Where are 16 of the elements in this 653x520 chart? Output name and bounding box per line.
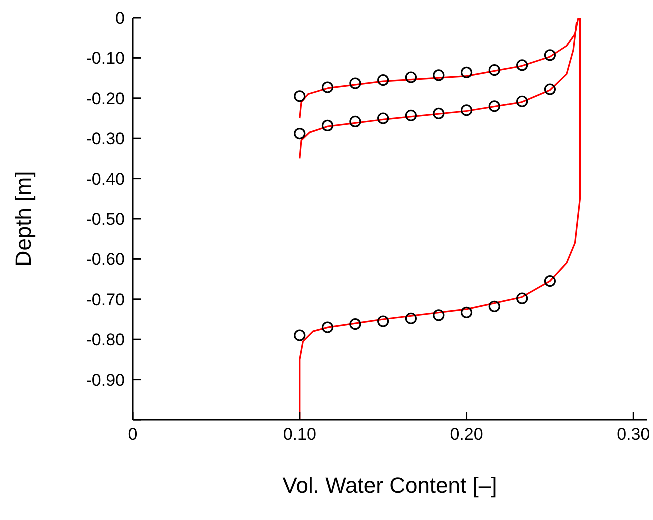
y-tick-label: -0.20 bbox=[86, 89, 125, 108]
x-tick-label: 0.20 bbox=[450, 425, 484, 444]
y-tick-label: -0.90 bbox=[86, 370, 125, 390]
y-tick-label: -0.80 bbox=[86, 330, 125, 350]
x-axis-title: Vol. Water Content [–] bbox=[282, 473, 498, 498]
y-tick-label: -0.50 bbox=[86, 210, 125, 230]
x-tick-label: 0.10 bbox=[283, 425, 316, 444]
x-tick-label: 0 bbox=[128, 425, 138, 444]
y-axis-title: Depth [m] bbox=[10, 171, 36, 267]
y-tick-label: -0.70 bbox=[86, 290, 125, 310]
y-tick-label: -0.60 bbox=[86, 250, 125, 270]
y-tick-label: 0 bbox=[116, 9, 125, 28]
y-tick-label: -0.10 bbox=[86, 49, 125, 68]
x-tick-label: 0.30 bbox=[617, 425, 650, 444]
y-tick-label: -0.40 bbox=[86, 170, 125, 189]
y-tick-label: -0.30 bbox=[86, 130, 125, 149]
